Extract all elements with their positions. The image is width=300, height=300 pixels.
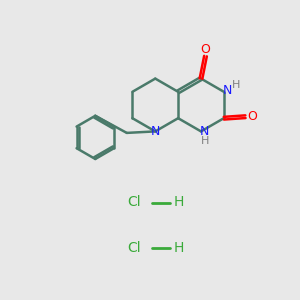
Text: N: N	[223, 84, 232, 97]
Text: H: H	[200, 136, 209, 146]
Text: Cl: Cl	[128, 196, 141, 209]
Text: H: H	[232, 80, 241, 90]
Text: Cl: Cl	[128, 241, 141, 254]
Text: O: O	[247, 110, 257, 123]
Text: H: H	[173, 196, 184, 209]
Text: H: H	[173, 241, 184, 254]
Text: O: O	[201, 43, 210, 56]
Text: N: N	[151, 125, 160, 138]
Text: N: N	[200, 125, 209, 139]
